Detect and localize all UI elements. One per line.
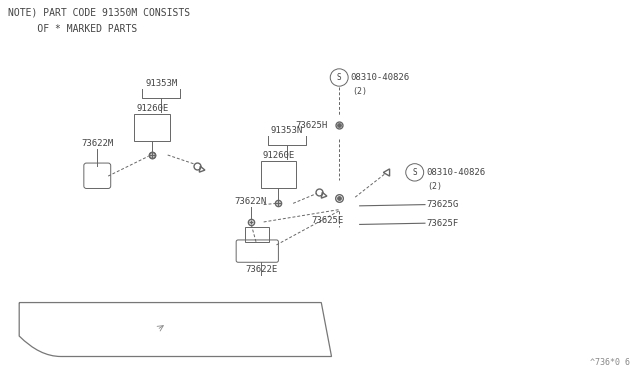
Bar bbox=[134, 114, 170, 141]
Bar bbox=[261, 161, 296, 189]
Text: 91260E: 91260E bbox=[136, 104, 168, 113]
Text: 73625H: 73625H bbox=[296, 121, 328, 130]
Text: OF * MARKED PARTS: OF * MARKED PARTS bbox=[8, 23, 137, 33]
Bar bbox=[245, 227, 269, 242]
Text: 91353N: 91353N bbox=[271, 126, 303, 135]
Text: 73622M: 73622M bbox=[81, 138, 113, 148]
Text: 91260E: 91260E bbox=[262, 151, 294, 160]
Text: NOTE) PART CODE 91350M CONSISTS: NOTE) PART CODE 91350M CONSISTS bbox=[8, 7, 190, 17]
Text: 73622E: 73622E bbox=[245, 265, 277, 274]
Text: (2): (2) bbox=[428, 182, 442, 190]
Text: ^736*0 6: ^736*0 6 bbox=[590, 358, 630, 367]
Text: 73625F: 73625F bbox=[426, 219, 458, 228]
Text: S: S bbox=[337, 73, 342, 82]
Text: S: S bbox=[412, 168, 417, 177]
Text: 73622N: 73622N bbox=[235, 197, 267, 206]
Text: 08310-40826: 08310-40826 bbox=[351, 73, 410, 82]
Text: 73625G: 73625G bbox=[426, 200, 458, 209]
Text: (2): (2) bbox=[352, 87, 367, 96]
Text: 73625E: 73625E bbox=[312, 216, 344, 225]
Text: 08310-40826: 08310-40826 bbox=[426, 168, 485, 177]
Text: 91353M: 91353M bbox=[145, 79, 177, 88]
